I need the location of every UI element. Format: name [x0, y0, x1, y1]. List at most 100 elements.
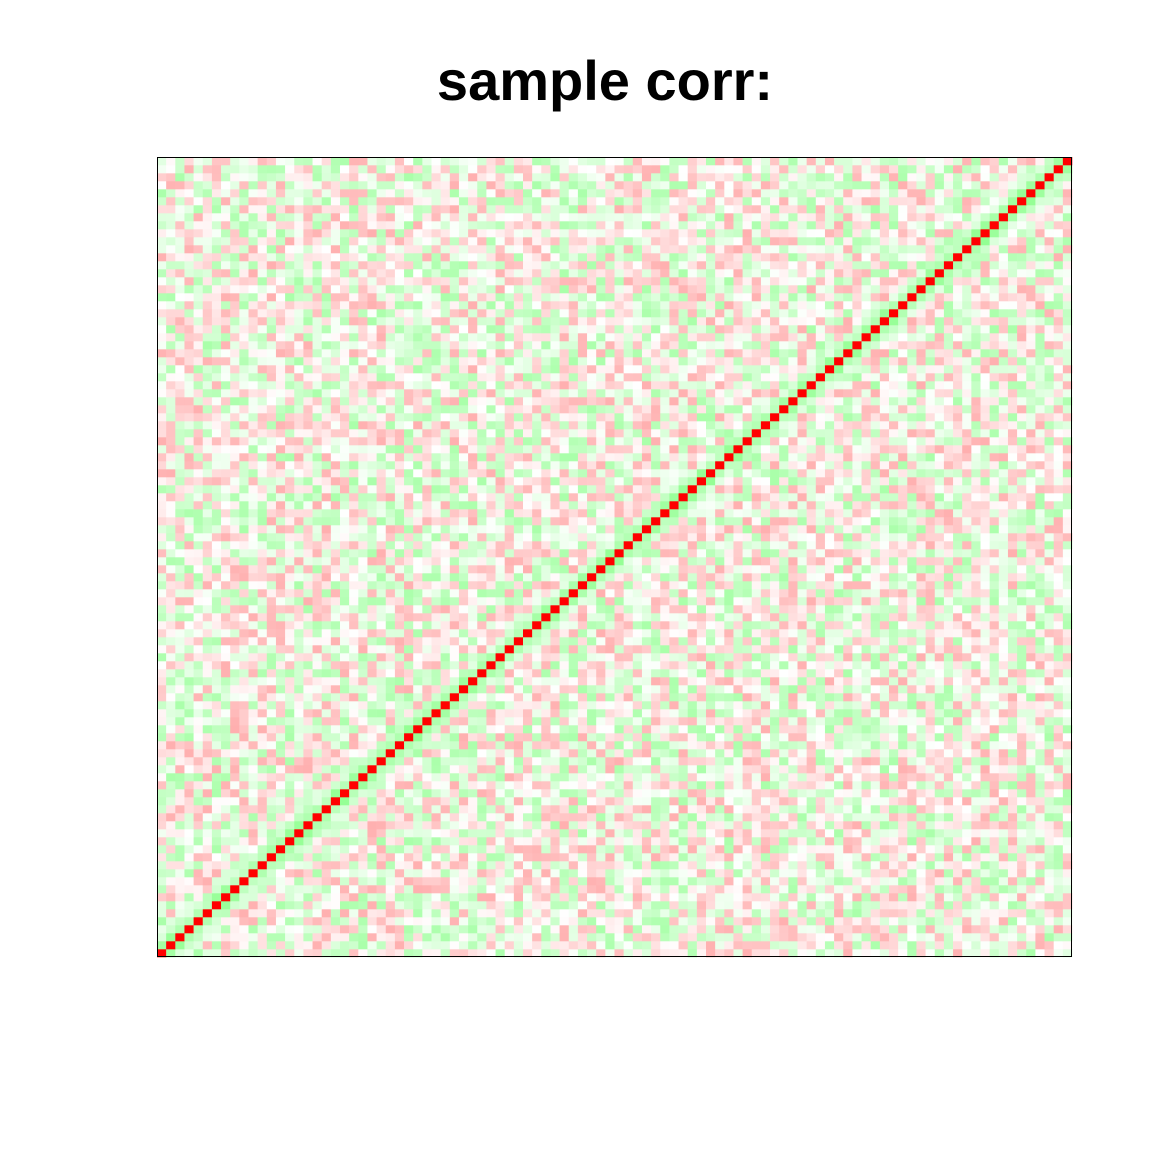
- heatmap-cell: [431, 637, 441, 646]
- heatmap-cell: [632, 949, 643, 958]
- heatmap-cell: [824, 853, 835, 862]
- heatmap-cell: [632, 637, 643, 646]
- heatmap-cell: [221, 933, 231, 942]
- heatmap-cell: [843, 749, 853, 758]
- heatmap-cell: [275, 941, 286, 950]
- heatmap-cell: [696, 597, 707, 606]
- heatmap-cell: [486, 837, 496, 846]
- heatmap-cell: [166, 941, 176, 950]
- heatmap-cell: [925, 725, 936, 734]
- heatmap-cell: [907, 789, 917, 798]
- heatmap-cell: [770, 885, 780, 894]
- heatmap-cell: [889, 717, 899, 726]
- heatmap-cell: [733, 949, 743, 958]
- heatmap-cell: [211, 581, 222, 590]
- heatmap-cell: [916, 725, 926, 734]
- heatmap-cell: [898, 645, 908, 654]
- heatmap-cell: [202, 661, 213, 670]
- heatmap-cell: [1062, 653, 1073, 662]
- heatmap-cell: [358, 757, 368, 766]
- heatmap-cell: [202, 613, 213, 622]
- heatmap-cell: [257, 797, 268, 806]
- heatmap-cell: [1053, 741, 1064, 750]
- heatmap-cell: [312, 613, 322, 622]
- heatmap-cell: [678, 637, 688, 646]
- heatmap-cell: [230, 621, 240, 630]
- heatmap-cell: [889, 557, 899, 566]
- heatmap-cell: [257, 885, 268, 894]
- heatmap-cell: [1026, 613, 1036, 622]
- heatmap-cell: [596, 765, 606, 774]
- heatmap-cell: [815, 773, 826, 782]
- heatmap-cell: [559, 629, 570, 638]
- heatmap-cell: [596, 837, 606, 846]
- heatmap-cell: [834, 653, 844, 662]
- heatmap-cell: [568, 733, 579, 742]
- heatmap-cell: [275, 733, 286, 742]
- heatmap-cell: [861, 581, 871, 590]
- heatmap-cell: [376, 637, 387, 646]
- heatmap-cell: [971, 933, 981, 942]
- heatmap-cell: [230, 557, 240, 566]
- heatmap-cell: [815, 917, 826, 926]
- heatmap-cell: [175, 829, 185, 838]
- heatmap-cell: [376, 861, 387, 870]
- heatmap-cell: [870, 845, 881, 854]
- heatmap-cell: [312, 813, 322, 822]
- heatmap-cell: [641, 909, 652, 918]
- heatmap-cell: [468, 765, 478, 774]
- heatmap-cell: [376, 805, 387, 814]
- heatmap-cell: [596, 613, 606, 622]
- heatmap-cell: [770, 845, 780, 854]
- heatmap-cell: [815, 629, 826, 638]
- heatmap-cell: [1044, 925, 1054, 934]
- heatmap-cell: [706, 613, 716, 622]
- heatmap-cell: [733, 781, 743, 790]
- heatmap-cell: [861, 717, 871, 726]
- heatmap-cell: [504, 925, 515, 934]
- heatmap-cell: [221, 749, 231, 758]
- heatmap-cell: [980, 933, 990, 942]
- heatmap-cell: [449, 821, 460, 830]
- heatmap-cell: [495, 789, 505, 798]
- heatmap-cell: [321, 765, 332, 774]
- heatmap-cell: [907, 845, 917, 854]
- heatmap-cell: [715, 725, 725, 734]
- heatmap-cell: [696, 629, 707, 638]
- heatmap-cell: [1035, 901, 1045, 910]
- heatmap-cell: [477, 701, 487, 710]
- heatmap-cell: [678, 669, 688, 678]
- heatmap-cell: [184, 693, 194, 702]
- heatmap-cell: [193, 741, 204, 750]
- heatmap-cell: [596, 845, 606, 854]
- heatmap-cell: [321, 861, 332, 870]
- heatmap-cell: [477, 853, 487, 862]
- heatmap-cell: [980, 613, 990, 622]
- heatmap-cell: [1035, 789, 1045, 798]
- heatmap-cell: [523, 893, 533, 902]
- heatmap-cell: [449, 925, 460, 934]
- heatmap-cell: [321, 717, 332, 726]
- heatmap-cell: [651, 573, 661, 582]
- heatmap-cell: [651, 885, 661, 894]
- heatmap-cell: [422, 621, 432, 630]
- heatmap-cell: [504, 661, 515, 670]
- heatmap-cell: [458, 845, 469, 854]
- heatmap-cell: [623, 941, 634, 950]
- heatmap-cell: [1026, 669, 1036, 678]
- heatmap-cell: [760, 789, 771, 798]
- heatmap-cell: [724, 837, 734, 846]
- heatmap-cell: [861, 901, 871, 910]
- heatmap-cell: [898, 573, 908, 582]
- heatmap-cell: [577, 853, 588, 862]
- heatmap-cell: [349, 757, 359, 766]
- heatmap-cell: [852, 789, 862, 798]
- heatmap-cell: [449, 941, 460, 950]
- heatmap-cell: [513, 573, 524, 582]
- heatmap-cell: [587, 621, 597, 630]
- heatmap-cell: [916, 797, 926, 806]
- heatmap-cell: [989, 677, 1000, 686]
- heatmap-cell: [312, 709, 322, 718]
- heatmap-cell: [696, 589, 707, 598]
- heatmap-cell: [1062, 637, 1073, 646]
